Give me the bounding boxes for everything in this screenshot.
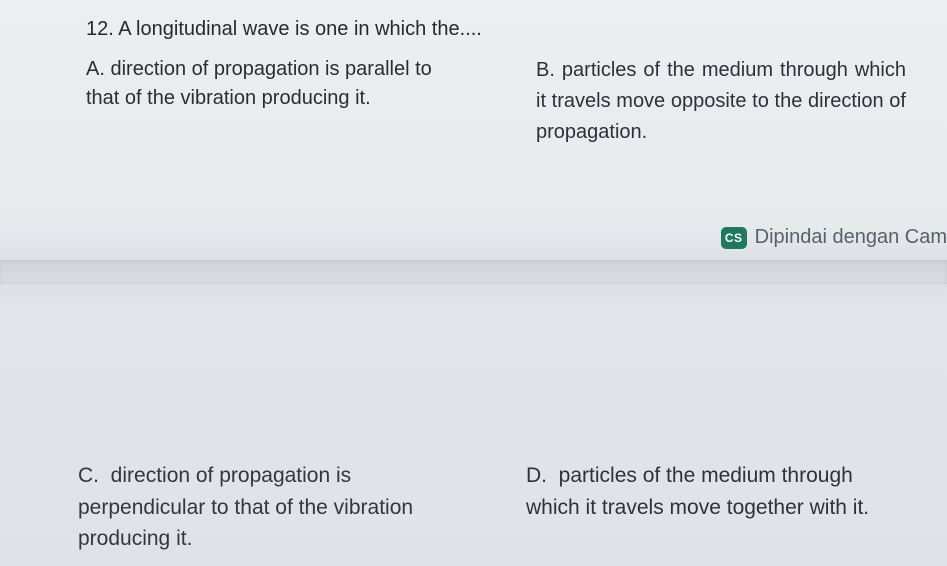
option-d-label: D.: [526, 464, 547, 487]
option-a-label: A.: [86, 58, 105, 80]
option-a: A. direction of propagation is parallel …: [86, 55, 466, 113]
question-body: A longitudinal wave is one in which the.…: [118, 18, 482, 40]
scanned-page: 12. A longitudinal wave is one in which …: [0, 0, 947, 566]
options-row-top: A. direction of propagation is parallel …: [86, 55, 927, 148]
option-d-text: particles of the medium through which it…: [526, 464, 869, 519]
option-b: B. particles of the medium through which…: [506, 55, 906, 148]
question-block-top: 12. A longitudinal wave is one in which …: [0, 0, 947, 148]
option-d: D. particles of the medium through which…: [488, 460, 908, 523]
question-number: 12.: [86, 18, 114, 40]
cs-badge-icon: CS: [721, 227, 747, 249]
scanner-watermark: CS Dipindai dengan Cam: [721, 226, 947, 249]
option-c: C. direction of propagation is perpendic…: [78, 460, 448, 555]
question-text: 12. A longitudinal wave is one in which …: [86, 18, 927, 41]
option-a-text: direction of propagation is parallel to …: [86, 58, 432, 109]
page-divider: [0, 260, 947, 284]
options-row-bottom: C. direction of propagation is perpendic…: [0, 460, 947, 555]
option-c-text: direction of propagation is perpendicula…: [78, 464, 413, 550]
option-b-text: particles of the medium through which it…: [536, 59, 906, 143]
option-b-label: B.: [536, 59, 555, 81]
watermark-text: Dipindai dengan Cam: [755, 226, 947, 249]
option-c-label: C.: [78, 464, 99, 487]
